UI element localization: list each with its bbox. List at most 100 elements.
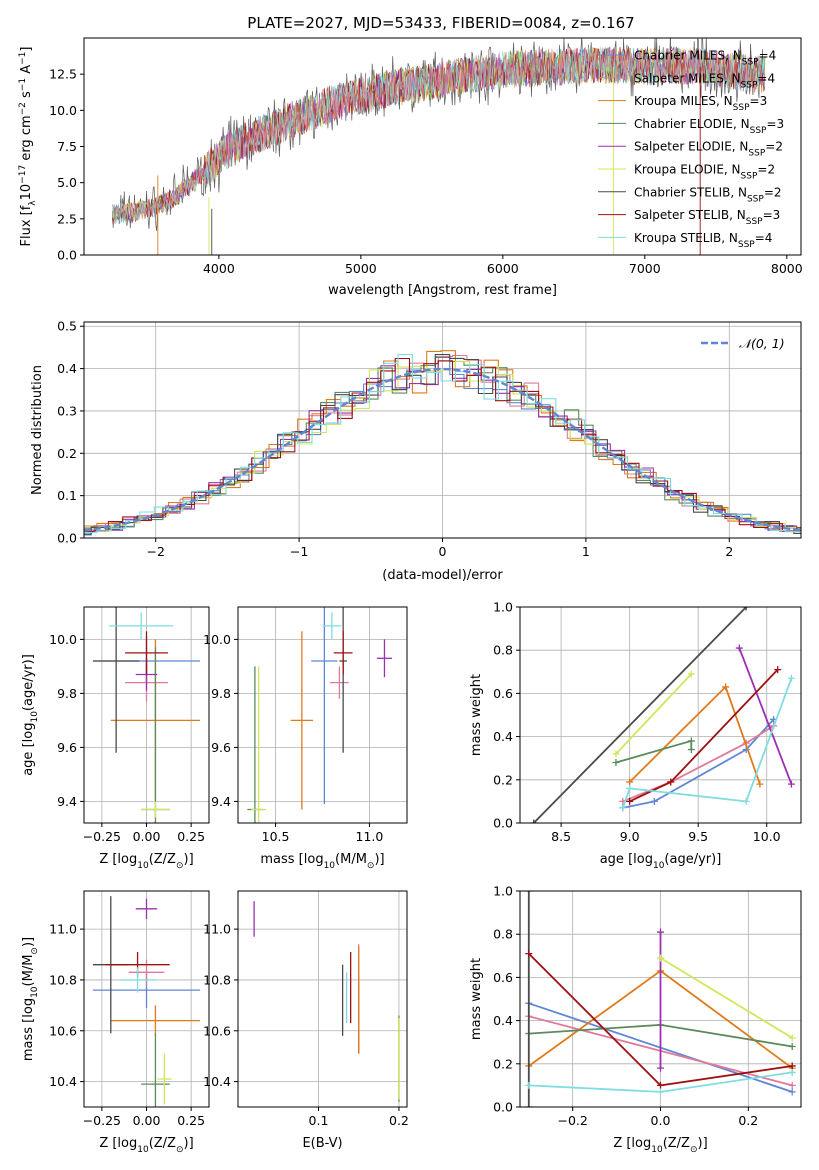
mw-age-xtick-label: 9.5 bbox=[688, 829, 708, 844]
mass-z-ytick-label: 11.0 bbox=[49, 922, 77, 937]
mw-z-ytick-label: 1.0 bbox=[493, 884, 513, 899]
mass-z-ytick-label: 10.6 bbox=[49, 1023, 77, 1038]
mw-age-marker bbox=[626, 797, 634, 805]
spectrum-ylabel-part: erg cm bbox=[19, 115, 34, 164]
legend-label-part: Chabrier ELODIE, N bbox=[634, 117, 750, 131]
spectrum-ylabel-part: −1 bbox=[18, 78, 28, 91]
mass-z-frame: −0.25 0.00 0.25 10.4 10.6 10.8 11.0 bbox=[49, 890, 210, 1128]
mw-age-marker bbox=[722, 683, 730, 691]
mw-age-marker bbox=[787, 674, 795, 682]
legend-label-part: =2 bbox=[765, 140, 783, 154]
age-z-ytick-label: 9.6 bbox=[57, 740, 77, 755]
age-z-plot bbox=[92, 607, 201, 823]
legend-label-part: =2 bbox=[757, 163, 775, 177]
spectrum-ylabel-part: s bbox=[19, 91, 34, 102]
legend-label: Salpeter STELIB, NSSP=3 bbox=[634, 208, 780, 227]
age-mass-plot bbox=[247, 607, 392, 823]
hist-ytick-label: 0.3 bbox=[57, 403, 77, 418]
spectrum-xtick-label: 6000 bbox=[487, 261, 519, 276]
mw-z-marker bbox=[788, 1081, 796, 1089]
mw-age-marker bbox=[650, 797, 658, 805]
legend-label-part: =4 bbox=[757, 71, 775, 85]
mass-z-errorbar bbox=[135, 898, 158, 919]
age-mass-xlabel-part: (M/M bbox=[335, 852, 367, 867]
mass-ebv-xlabel-part: E(B-V) bbox=[302, 1136, 342, 1151]
mass-z-ylabel-part: mass [log bbox=[21, 998, 36, 1061]
mw-age-series bbox=[622, 725, 775, 803]
mass-z-ylabel: mass [log10(M/M⊙)] bbox=[21, 937, 40, 1061]
mw-age-ytick-label: 0.2 bbox=[493, 772, 513, 787]
legend-label: Kroupa ELODIE, NSSP=2 bbox=[634, 163, 775, 182]
legend-label-part: =4 bbox=[755, 231, 773, 245]
legend-label-part: Kroupa MILES, N bbox=[634, 94, 733, 108]
age-z-xlabel: Z [log10(Z/Z⊙)] bbox=[99, 852, 193, 871]
hist-series bbox=[84, 357, 801, 533]
age-mass-ytick-label: 9.6 bbox=[211, 740, 231, 755]
legend-label-part: Salpeter STELIB, N bbox=[634, 208, 746, 222]
spectrum-ylabel-part: λ bbox=[28, 200, 38, 206]
mw-z-xlabel-part: )] bbox=[698, 1136, 708, 1151]
mw-z-marker bbox=[525, 1081, 533, 1089]
hist-ytick-label: 0.5 bbox=[57, 319, 77, 334]
mw-z-ytick-label: 0.0 bbox=[493, 1100, 513, 1115]
age-z-ytick-label: 9.4 bbox=[57, 794, 77, 809]
mw-age-xlabel-part: age [log bbox=[600, 852, 653, 867]
mw-age-ylabel: mass weight bbox=[469, 674, 484, 756]
spectrum-ytick-label: 7.5 bbox=[57, 139, 77, 154]
age-mass-frame-rect bbox=[237, 606, 408, 824]
age-z-ylabel-part: 10 bbox=[30, 711, 40, 723]
age-z-ytick-label: 9.8 bbox=[57, 686, 77, 701]
age-mass-frame: 10.5 11.0 9.4 9.6 9.8 10.0 bbox=[203, 606, 408, 844]
mw-age-marker bbox=[612, 750, 620, 758]
mass-z-ytick-label: 10.8 bbox=[49, 972, 77, 987]
hist-xtick-label: 2 bbox=[725, 544, 733, 559]
age-z-xtick-label: 0.00 bbox=[133, 829, 161, 844]
age-z-xlabel-part: Z [log bbox=[99, 852, 137, 867]
mass-z-xlabel: Z [log10(Z/Z⊙)] bbox=[99, 1136, 193, 1155]
spectrum-ylabel-part: Flux [f bbox=[19, 205, 34, 246]
mass-z-xlabel-part: (Z/Z bbox=[149, 1136, 176, 1151]
legend-label: Chabrier STELIB, NSSP=2 bbox=[634, 185, 782, 204]
mw-age-xlabel-part: (age/yr)] bbox=[664, 852, 721, 867]
legend-label-part: SSP bbox=[746, 217, 763, 227]
legend-label-part: SSP bbox=[747, 194, 764, 204]
mw-z-ylabel: mass weight bbox=[469, 958, 484, 1040]
spectrum-xtick-label: 8000 bbox=[771, 261, 803, 276]
spectrum-ylabel-part: −1 bbox=[18, 52, 28, 65]
legend-label-part: SSP bbox=[733, 103, 750, 113]
age-mass-xlabel-part: )] bbox=[374, 852, 384, 867]
mw-age-axes bbox=[520, 606, 801, 824]
hist-ylabel-part: Normed distribution bbox=[30, 365, 45, 495]
mw-z-plot bbox=[525, 891, 796, 1107]
mw-z-xlabel: Z [log10(Z/Z⊙)] bbox=[613, 1136, 707, 1155]
mw-z-xlabel-part: (Z/Z bbox=[663, 1136, 690, 1151]
mass-ebv-ytick-label: 10.6 bbox=[203, 1023, 231, 1038]
mw-age-ytick-label: 0.8 bbox=[493, 643, 513, 658]
mass-z-ytick-label: 10.4 bbox=[49, 1074, 77, 1089]
age-z-xtick-label: 0.25 bbox=[177, 829, 205, 844]
spectrum-ytick-label: 10.0 bbox=[49, 103, 77, 118]
hist-ytick-label: 0.0 bbox=[57, 531, 77, 546]
age-mass-xlabel-part: ⊙ bbox=[367, 861, 375, 871]
hist-ytick-label: 0.4 bbox=[57, 361, 77, 376]
legend-label-part: =2 bbox=[764, 185, 782, 199]
age-z-frame: −0.25 0.00 0.25 9.4 9.6 9.8 10.0 bbox=[49, 606, 210, 844]
spectrum-ytick-label: 2.5 bbox=[57, 211, 77, 226]
spectrum-ytick-label: 5.0 bbox=[57, 175, 77, 190]
hist-xlabel: (data-model)/error bbox=[382, 568, 503, 583]
mw-z-xtick-label: 0.0 bbox=[651, 1113, 671, 1128]
mass-z-errorbar bbox=[119, 967, 156, 993]
age-z-ylabel-part: age [log bbox=[21, 723, 36, 776]
hist-xtick-label: 0 bbox=[439, 544, 447, 559]
age-mass-xtick-label: 11.0 bbox=[356, 829, 384, 844]
mass-ebv-frame: 0.1 0.2 10.4 10.6 10.8 11.0 bbox=[203, 890, 409, 1128]
legend-label-part: SSP bbox=[738, 240, 755, 250]
mass-z-errorbar bbox=[110, 1005, 201, 1036]
legend-label-part: Chabrier MILES, N bbox=[634, 49, 742, 63]
legend-label-part: Salpeter ELODIE, N bbox=[634, 140, 748, 154]
age-z-xlabel-part: (Z/Z bbox=[149, 852, 176, 867]
hist-series bbox=[84, 353, 801, 533]
spectrum-ylabel-part: −17 bbox=[18, 165, 28, 184]
hist-ytick-label: 0.2 bbox=[57, 446, 77, 461]
mw-age-xlabel-part: 10 bbox=[653, 861, 665, 871]
